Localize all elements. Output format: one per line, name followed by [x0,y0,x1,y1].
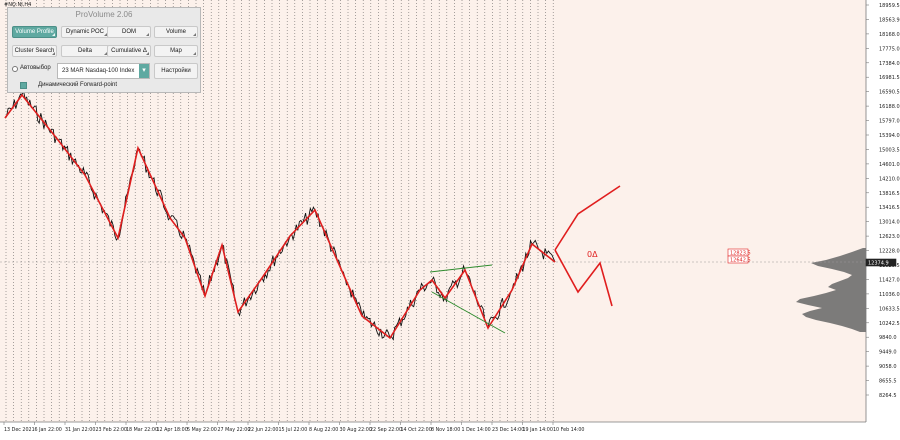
price-tick-label: 17775.0 [879,46,900,52]
corner-marker-icon [104,33,107,36]
price-tick-label: 11427.0 [879,277,900,283]
time-tick-label: 13 Dec 2021 [4,427,35,433]
price-badge-b-box [727,255,749,264]
current-price-badge-box [865,258,897,267]
price-tick-label: 12623.0 [879,234,900,240]
time-tick-label: 22 Sep 22:00 [370,427,402,433]
price-tick-label: 15394.0 [879,133,900,139]
zigzag-line [4,93,556,340]
chevron-down-icon[interactable]: ▾ [139,64,149,78]
time-tick-label: 1 Dec 14:00 [462,427,491,433]
cluster-search-button[interactable]: Cluster Search [12,45,57,57]
price-tick-label: 11036.0 [879,292,900,298]
channel-upper-line [429,264,493,273]
provolume-panel[interactable]: ProVolume 2.06 Volume Profile Dynamic PO… [7,7,201,93]
time-tick-label: 10 Feb 14:00 [553,427,584,433]
corner-marker-icon [52,52,55,55]
price-tick-label: 9449.0 [879,350,897,356]
time-tick-label: 12 Apr 18:00 [157,427,188,433]
price-tick-label: 15003.5 [879,147,900,153]
time-tick-label: 27 May 22:00 [218,427,251,433]
dom-button[interactable]: DOM [107,26,151,38]
time-tick-label: 15 Jul 22:00 [279,427,308,433]
price-tick-label: 9840.0 [879,335,897,341]
volume-profile-button[interactable]: Volume Profile [12,26,57,38]
corner-marker-icon [193,52,196,55]
price-tick-label: 16188.0 [879,104,900,110]
projection-lower-path [554,249,613,307]
price-tick-label: 10242.5 [879,321,900,327]
time-tick-label: 23 Feb 22:00 [96,427,127,433]
corner-marker-icon [52,33,55,36]
time-tick-label: 14 Oct 22:00 [401,427,432,433]
price-badge-a: 12823.5 [730,251,751,257]
time-tick-label: 31 Jan 22:00 [65,427,95,433]
settings-button[interactable]: Настройки [154,63,198,79]
dynamic-poc-button[interactable]: Dynamic POC [61,26,109,38]
price-tick-label: 9058.0 [879,364,897,370]
time-axis-bg [0,422,900,435]
price-axis-bg [866,0,900,435]
time-tick-label: 23 Dec 14:00 [492,427,524,433]
volume-profile [796,248,866,332]
price-tick-label: 8264.5 [879,393,897,399]
cumulative-delta-button[interactable]: Cumulative Δ [107,45,151,57]
price-tick-label: 16981.5 [879,75,900,81]
panel-title: ProVolume 2.06 [75,10,133,19]
price-tick-label: 15797.0 [879,119,900,125]
price-tick-label: 8655.5 [879,379,897,385]
price-tick-label: 14210.0 [879,176,900,182]
price-tick-label: 16590.5 [879,90,900,96]
forward-point-label: Динамический Forward-point [38,82,118,88]
price-tick-label: 13816.5 [879,191,900,197]
corner-marker-icon [104,52,107,55]
time-tick-label: 6 Jan 22:00 [35,427,62,433]
time-tick-label: 30 Aug 22:00 [340,427,372,433]
forward-point-checkbox[interactable] [20,82,27,89]
corner-marker-icon [193,33,196,36]
price-badge-b: 12642.5 [730,258,751,264]
corner-marker-icon [146,33,149,36]
price-tick-label: 17384.0 [879,61,900,67]
price-tick-label: 13014.0 [879,220,900,226]
price-tick-label: 18959.5 [879,3,900,9]
time-tick-label: 18 Mar 22:00 [126,427,158,433]
symbol-dropdown-value: 23 MAR Nasdaq-100 Index [62,68,135,74]
price-tick-label: 18168.0 [879,32,900,38]
time-tick-label: 8 Nov 18:00 [431,427,460,433]
auto-select-radio[interactable] [12,66,18,72]
auto-select-label: Автовыбор [20,65,51,71]
symbol-label: #NQ:NI,H4 [4,2,32,8]
channel-lower-line [431,291,506,334]
time-tick-label: 8 Aug 22:00 [309,427,338,433]
projection-upper-path [554,185,621,251]
time-tick-label: 5 May 22:00 [187,427,217,433]
pattern-label: 0Δ [587,250,598,259]
current-price-badge: 12374.9 [868,261,889,267]
price-tick-label: 12228.0 [879,249,900,255]
price-tick-label: 14601.0 [879,162,900,168]
time-tick-label: 19 Jan 14:00 [523,427,553,433]
map-button[interactable]: Map [154,45,198,57]
corner-marker-icon [146,52,149,55]
delta-button[interactable]: Delta [61,45,109,57]
price-tick-label: 13416.5 [879,205,900,211]
price-tick-label: 10633.5 [879,306,900,312]
symbol-dropdown[interactable]: 23 MAR Nasdaq-100 Index ▾ [57,63,150,79]
time-tick-label: 22 Jun 22:00 [248,427,278,433]
price-tick-label: 18563.9 [879,17,900,23]
volume-button[interactable]: Volume [154,26,198,38]
